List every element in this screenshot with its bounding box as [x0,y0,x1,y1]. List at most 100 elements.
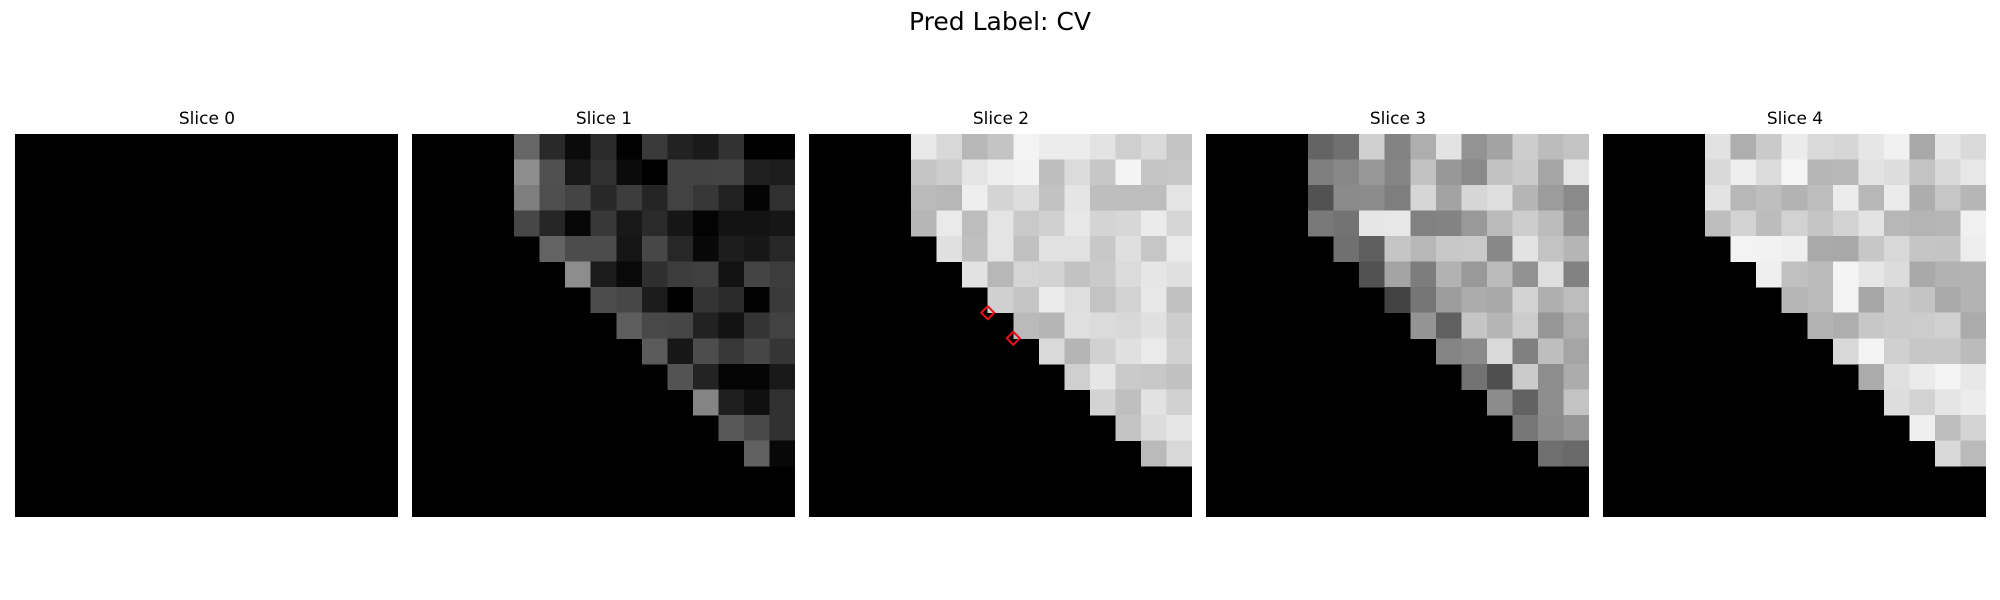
slice-pixel [667,134,694,161]
slice-pixel [1512,287,1539,314]
slice-pixel [743,159,770,186]
slice-pixel [1064,312,1091,339]
slice-pixel [1461,236,1488,263]
slice-pixel [1781,134,1808,161]
slice-pixel [1807,210,1834,237]
slice-pixel [743,134,770,161]
slice-pixel [1410,185,1437,212]
slice-panel-2: Slice 2 [809,108,1193,517]
slice-pixel [565,261,592,288]
slice-pixel [1563,338,1589,365]
slice-pixel [1909,312,1936,339]
slice-pixel [1934,236,1961,263]
slice-pixel [936,210,963,237]
slice-panel-0: Slice 0 [15,108,399,517]
slice-pixel [1384,185,1411,212]
slice-pixel [692,185,719,212]
slice-pixel [1359,210,1386,237]
slice-pixel [718,185,745,212]
marker-diamond [1005,330,1022,347]
slice-pixel [565,185,592,212]
slice-pixel [1486,185,1513,212]
slice-pixel [1333,236,1360,263]
slice-pixel [1512,185,1539,212]
slice-pixel [1384,287,1411,314]
slice-pixel [1140,185,1167,212]
slice-pixel [1064,363,1091,390]
slice-pixel [667,287,694,314]
slice-pixel [743,236,770,263]
slice-pixel [1563,440,1589,467]
slice-pixel [1410,261,1437,288]
slice-pixel [590,134,617,161]
slice-pixel [692,159,719,186]
slice-pixel [743,338,770,365]
slice-pixel [769,261,795,288]
slice-pixel [1410,159,1437,186]
slice-pixel [1563,134,1589,161]
slice-pixel [1730,236,1757,263]
slice-pixel [769,312,795,339]
slice-pixel [987,185,1014,212]
slice-pixel [1960,287,1986,314]
slice-pixel [1858,185,1885,212]
slice-pixel [1563,236,1589,263]
slice-pixel [1384,159,1411,186]
slice-pixel [1705,185,1732,212]
slice-pixel [1486,312,1513,339]
slice-pixel [1013,159,1040,186]
figure-title: Pred Label: CV [909,7,1091,36]
slice-pixel [1858,236,1885,263]
slice-pixel [1064,338,1091,365]
slice-pixel [1064,287,1091,314]
slice-pixel [1359,236,1386,263]
slice-pixel [1909,414,1936,441]
slice-pixel [1089,338,1116,365]
slice-pixel [1705,210,1732,237]
slice-pixel [1781,236,1808,263]
slice-pixel [1756,210,1783,237]
slice-pixel [1115,338,1142,365]
slice-pixel [769,236,795,263]
slice-pixel [1140,440,1167,467]
slice-pixel [1960,440,1986,467]
slice-pixel [1089,287,1116,314]
slice-pixel [1461,261,1488,288]
slice-pixel [1140,414,1167,441]
slice-image-3 [1206,134,1589,517]
slice-pixel [641,338,668,365]
slice-pixel [1960,338,1986,365]
slice-pixel [1537,287,1564,314]
slice-pixel [936,134,963,161]
slice-pixel [1537,363,1564,390]
slice-pixel [1166,261,1192,288]
slice-pixel [1563,210,1589,237]
slice-pixel [1807,287,1834,314]
slice-pixel [936,159,963,186]
slice-pixel [590,185,617,212]
slice-title: Slice 0 [178,109,236,129]
slice-pixel [1960,210,1986,237]
slice-pixel [1537,185,1564,212]
slice-pixel [1461,159,1488,186]
slice-pixel [1909,236,1936,263]
slice-pixel [1166,338,1192,365]
slice-pixel [1934,210,1961,237]
slice-image-4 [1603,134,1986,517]
slice-pixel [565,159,592,186]
slice-pixel [565,134,592,161]
slice-panel-3: Slice 3 [1206,108,1590,517]
slice-pixel [1038,338,1065,365]
slice-pixel [692,338,719,365]
slice-pixel [692,287,719,314]
slice-pixel [1461,134,1488,161]
slice-pixel [1563,389,1589,416]
slice-pixel [1934,159,1961,186]
slice-pixel [1883,287,1910,314]
slice-pixel [1064,185,1091,212]
slice-pixel [1960,389,1986,416]
slice-pixel [1512,414,1539,441]
slice-pixel [1858,261,1885,288]
slice-pixel [1115,261,1142,288]
slice-pixel [565,236,592,263]
